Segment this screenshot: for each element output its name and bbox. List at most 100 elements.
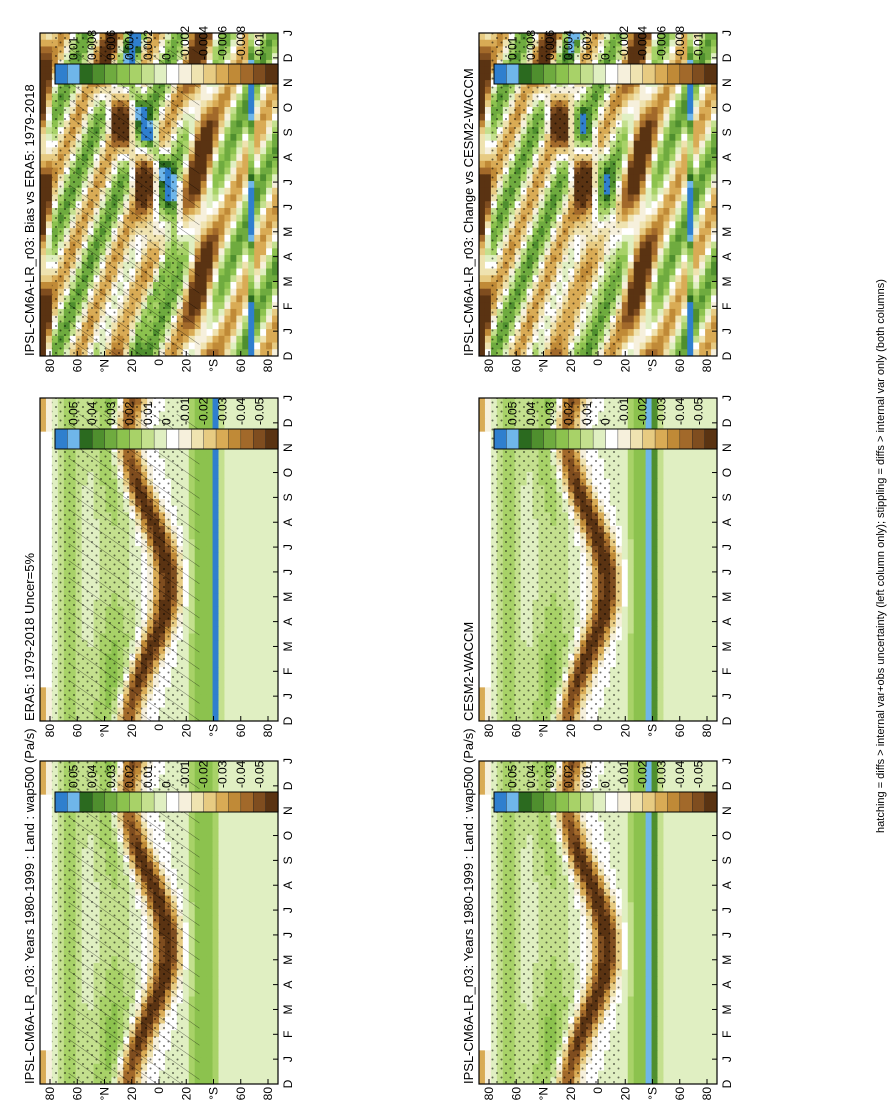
heatmap-cell [266,1030,272,1037]
heatmap-cell [687,922,693,929]
heatmap-cell [266,909,272,916]
heatmap-cell [207,828,213,835]
heatmap-cell [485,1003,491,1010]
heatmap-cell [675,855,681,862]
heatmap-cell [260,895,266,902]
heatmap-cell [213,855,219,862]
heatmap-cell [242,868,248,875]
heatmap-cell [479,1077,485,1084]
heatmap-cell [46,1043,52,1050]
heatmap-cell [219,936,225,943]
heatmap-cell [242,983,248,990]
heatmap-cell [260,707,266,714]
heatmap-cell [230,969,236,976]
heatmap-cell [213,848,219,855]
heatmap-cell [254,949,260,956]
heatmap-cell [260,882,266,889]
heatmap-cell [705,1003,711,1010]
heatmap-cell [248,895,254,902]
heatmap-cell [658,875,664,882]
heatmap-cell [646,956,652,963]
heatmap-cell [46,593,52,600]
heatmap-cell [207,1057,213,1064]
heatmap-cell [248,862,254,869]
colorbar-label: 0.02 [561,764,575,788]
heatmap-cell [230,680,236,687]
heatmap-cell [40,828,46,835]
heatmap-cell [219,821,225,828]
heatmap-cell [266,996,272,1003]
heatmap-cell [219,1030,225,1037]
heatmap-cell [693,969,699,976]
heatmap-cell [628,841,634,848]
heatmap-cell [705,1057,711,1064]
heatmap-cell [236,996,242,1003]
heatmap-cell [640,922,646,929]
heatmap-cell [646,1023,652,1030]
heatmap-cell [634,835,640,842]
heatmap-cell [219,909,225,916]
heatmap-cell [622,936,628,943]
heatmap-cell [213,579,219,586]
heatmap-cell [248,700,254,707]
heatmap-cell [266,814,272,821]
heatmap-cell [699,976,705,983]
heatmap-cell [699,989,705,996]
heatmap-cell [699,1016,705,1023]
heatmap-cell [669,1016,675,1023]
month-label: A [720,981,734,989]
heatmap-cell [479,929,485,936]
heatmap-cell [260,1010,266,1017]
heatmap-cell [640,989,646,996]
month-label: J [281,907,295,913]
heatmap-cell [652,895,658,902]
heatmap-cell [681,821,687,828]
heatmap-cell [254,895,260,902]
heatmap-cell [693,1050,699,1057]
heatmap-cell [675,1070,681,1077]
heatmap-cell [675,969,681,976]
heatmap-cell [248,1036,254,1043]
heatmap-cell [254,828,260,835]
heatmap-cell [628,855,634,862]
heatmap-cell [669,1023,675,1030]
heatmap-cell [213,888,219,895]
heatmap-cell [705,841,711,848]
heatmap-cell [248,1030,254,1037]
heatmap-cell [260,909,266,916]
heatmap-cell [224,976,230,983]
heatmap-cell [213,983,219,990]
colorbar-swatch [568,792,581,812]
heatmap-cell [266,983,272,990]
heatmap-cell [248,633,254,640]
heatmap-cell [687,814,693,821]
heatmap-cell [675,962,681,969]
heatmap-cell [485,767,491,774]
heatmap-cell [669,1077,675,1084]
heatmap-cell [242,828,248,835]
lat-label: 0 [591,1087,605,1094]
heatmap-cell [236,989,242,996]
heatmap-cell [46,835,52,842]
heatmap-cell [248,929,254,936]
heatmap-cell [46,855,52,862]
colorbar-swatch [556,792,569,812]
heatmap-cell [705,942,711,949]
lat-label: °S [207,1087,221,1100]
heatmap-cell [266,949,272,956]
heatmap-cell [236,573,242,580]
heatmap-cell [248,599,254,606]
colorbar-swatch [519,792,532,812]
heatmap-cell [693,888,699,895]
heatmap-cell [622,1057,628,1064]
month-label: F [281,1031,295,1038]
heatmap-cell [219,848,225,855]
heatmap-cell [628,862,634,869]
heatmap-cell [675,828,681,835]
heatmap-cell [693,821,699,828]
heatmap-cell [230,956,236,963]
heatmap-cell [242,936,248,943]
heatmap-cell [646,915,652,922]
heatmap-cell [46,647,52,654]
month-label: J [720,907,734,913]
